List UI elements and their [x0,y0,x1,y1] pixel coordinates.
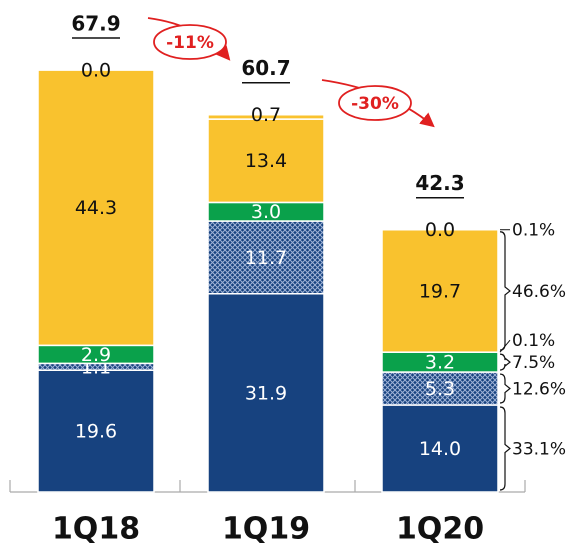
segment-label: 0.7 [251,104,281,126]
segment-label: 13.4 [245,150,287,172]
change-label: -11% [166,33,214,53]
category-label: 1Q19 [222,512,310,547]
share-brace [499,406,511,491]
share-label: 0.1% [512,331,555,351]
share-label: 12.6% [512,380,566,400]
total-label: 67.9 [71,12,120,36]
share-brace [499,353,511,371]
segment-label: 14.0 [419,438,461,460]
bar-segment [207,220,325,295]
share-brace [499,373,511,404]
category-label: 1Q20 [396,512,484,547]
bar-segment [37,69,155,347]
category-label: 1Q18 [52,512,140,547]
segment-label: 19.6 [75,421,117,443]
segment-label: 0.0 [425,219,455,241]
bar-segment [207,113,325,120]
change-label: -30% [351,94,399,114]
segment-label: 31.9 [245,382,287,404]
segment-label: 0.0 [81,60,111,82]
segment-label: 44.3 [75,197,117,219]
segment-label: 3.0 [251,201,281,223]
bar-segment [207,118,325,204]
segment-label: 5.3 [425,378,455,400]
share-label: 0.1% [512,221,555,241]
change-arrow [147,17,435,128]
bar-segment [381,228,499,353]
total-label: 42.3 [415,171,464,195]
bar-segment [37,369,155,493]
share-label: 33.1% [512,439,566,459]
segment-label: 3.2 [425,352,455,374]
share-label: 46.6% [512,282,566,302]
segment-label: 19.7 [419,280,461,302]
share-label: 7.5% [512,353,555,373]
segment-label: 11.7 [245,247,287,269]
segment-label: 2.9 [81,344,111,366]
bar-segment [381,404,499,493]
total-label: 60.7 [241,56,290,80]
share-brace [499,231,511,351]
